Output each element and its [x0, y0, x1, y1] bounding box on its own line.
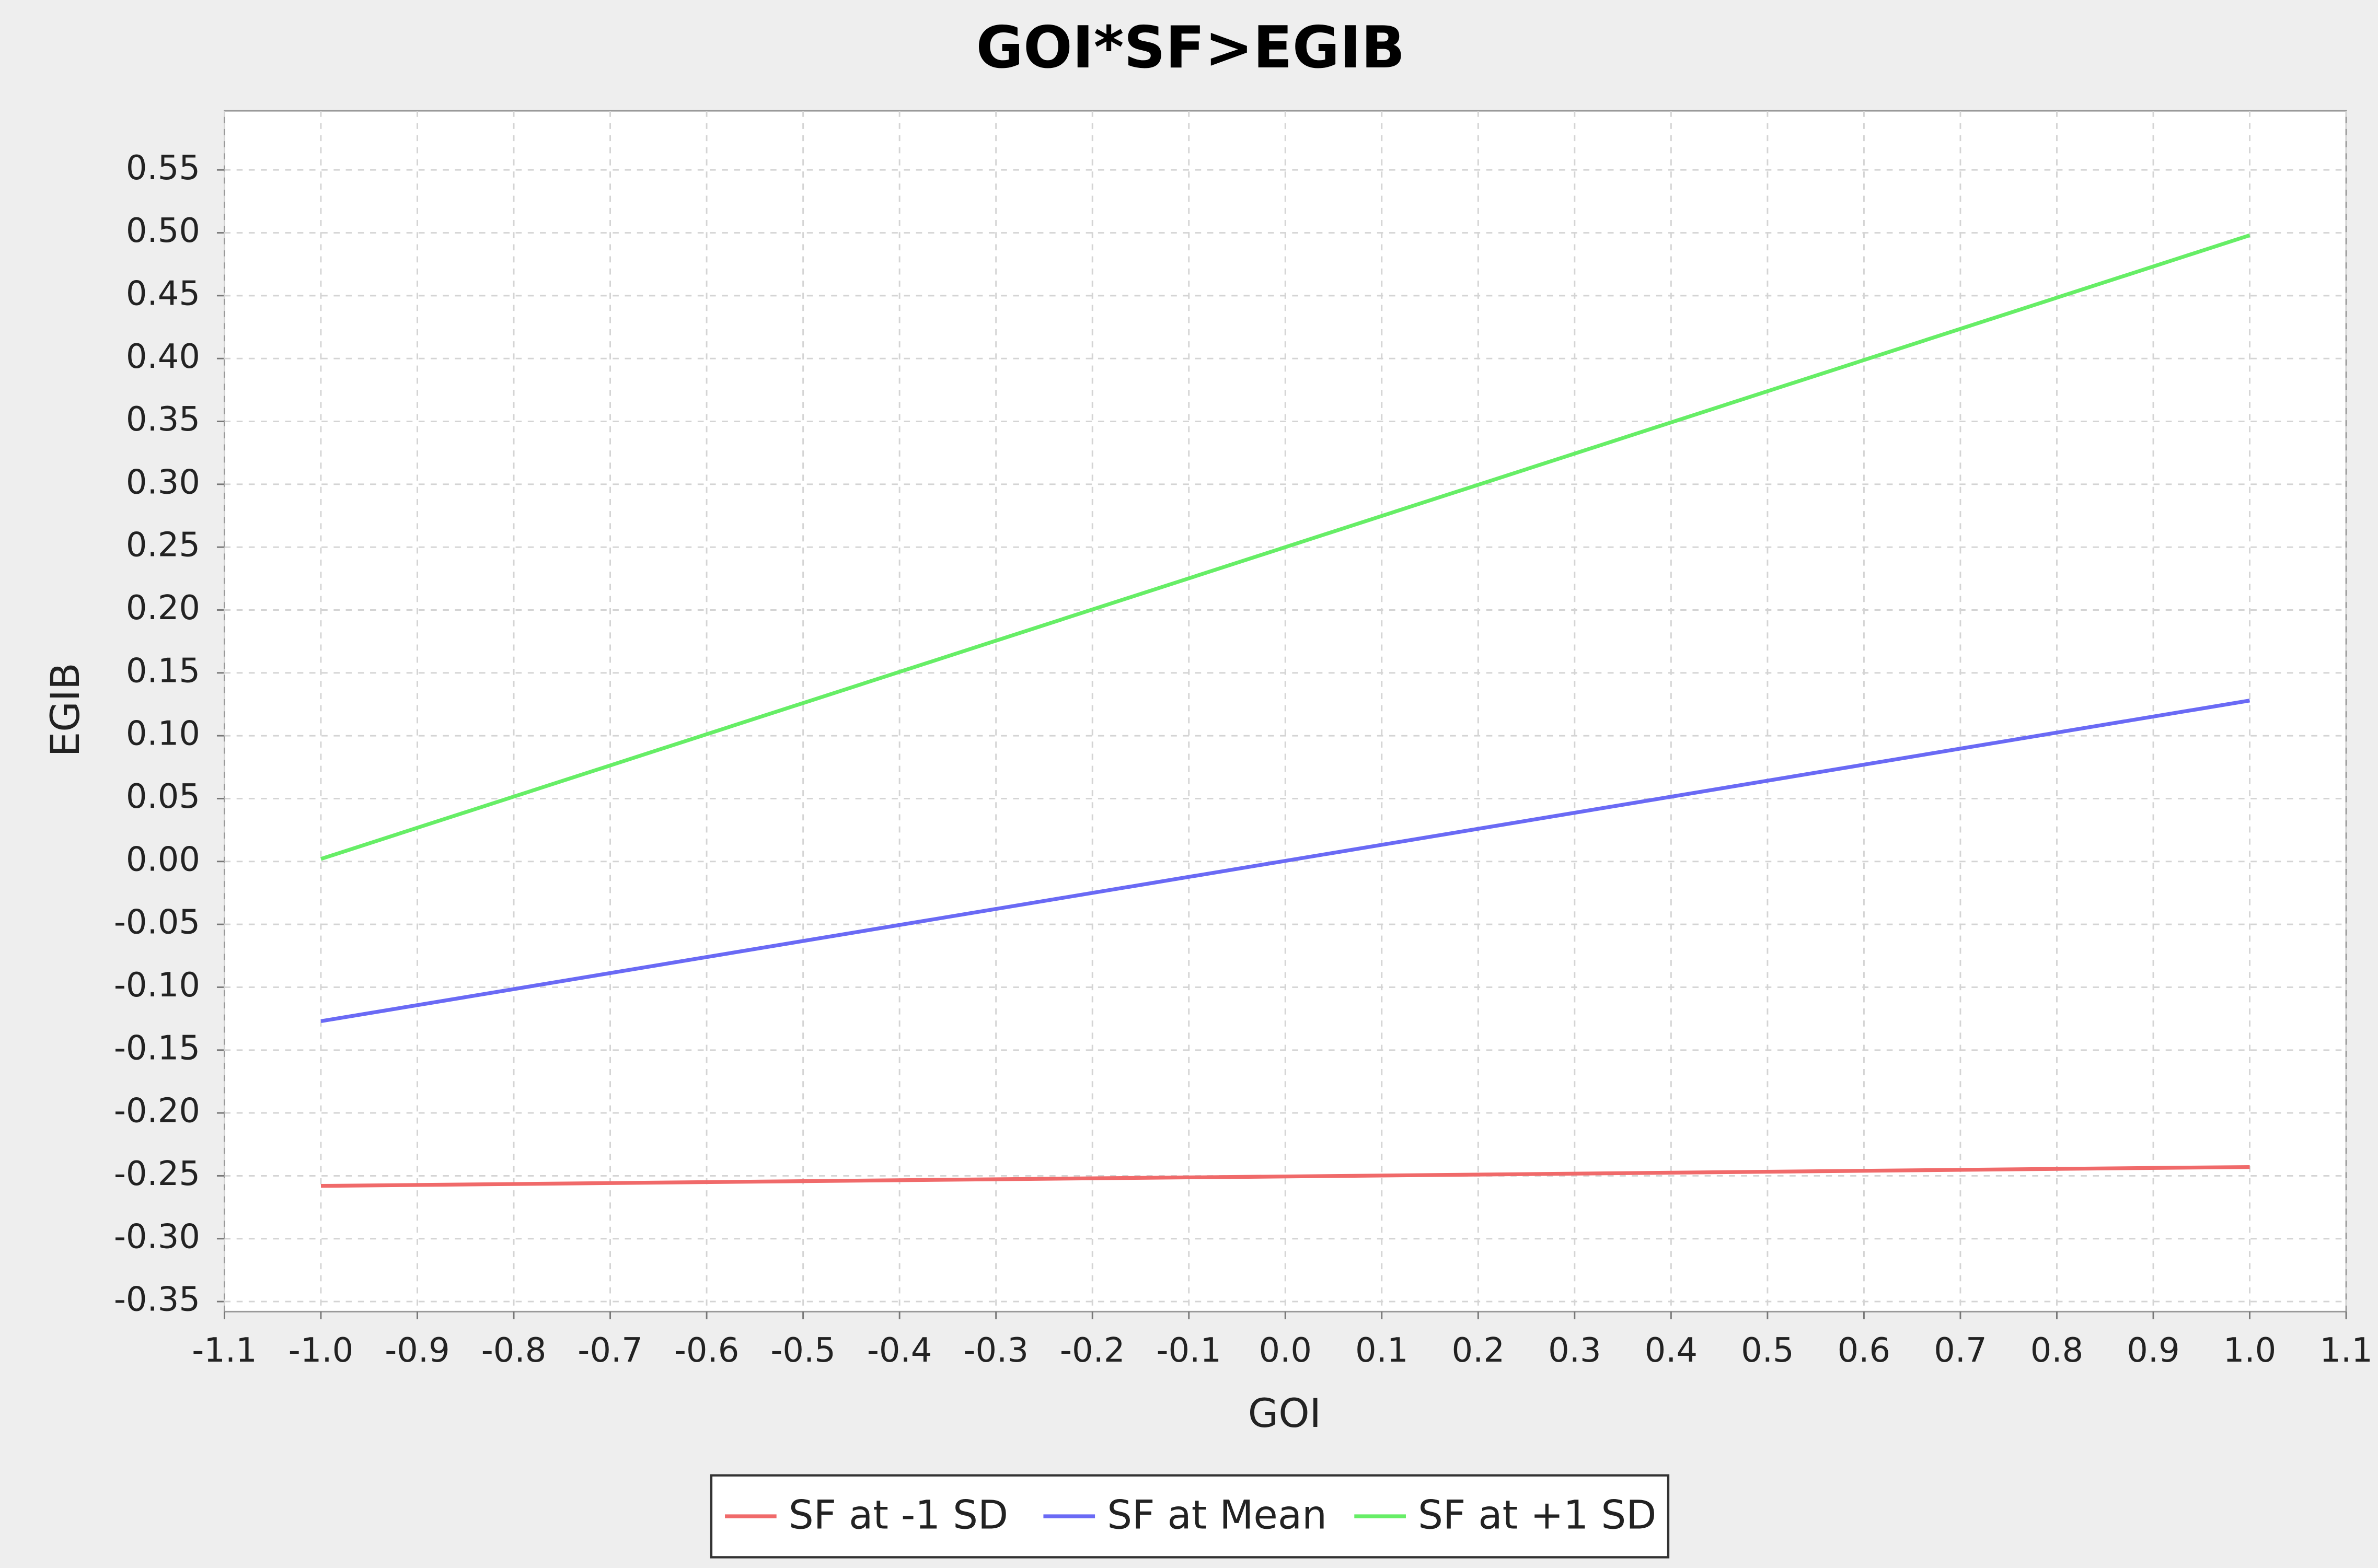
- x-axis-label: GOI: [1248, 1390, 1321, 1436]
- series-line: [320, 699, 2250, 1023]
- y-tick-label: -0.25: [114, 1155, 200, 1193]
- y-tick-label: -0.30: [114, 1217, 200, 1256]
- x-tick-label: -0.7: [578, 1331, 643, 1370]
- x-tick-label: -0.8: [481, 1331, 547, 1370]
- y-tick-label: -0.35: [114, 1281, 200, 1319]
- x-tick-label: -0.1: [1156, 1331, 1221, 1370]
- x-tick-label: -1.0: [288, 1331, 354, 1370]
- x-tick-label: 1.1: [2319, 1331, 2373, 1370]
- x-tick-label: 0.7: [1934, 1331, 1987, 1370]
- x-tick-label: 0.2: [1452, 1331, 1505, 1370]
- y-tick-label: 0.30: [126, 463, 200, 502]
- y-tick-label: 0.15: [126, 652, 200, 690]
- x-tick-label: -1.1: [192, 1331, 257, 1370]
- y-axis-label: EGIB: [42, 663, 88, 757]
- y-tick-label: -0.20: [114, 1092, 200, 1131]
- x-tick-label: 0.6: [1838, 1331, 1891, 1370]
- y-tick-label: 0.25: [126, 526, 200, 565]
- x-tick-label: -0.5: [770, 1331, 836, 1370]
- x-tick-label: -0.6: [674, 1331, 740, 1370]
- x-tick-label: 0.4: [1645, 1331, 1698, 1370]
- y-tick-label: 0.55: [126, 149, 200, 188]
- y-tick-label: 0.45: [126, 274, 200, 313]
- y-tick-label: 0.35: [126, 400, 200, 439]
- x-tick-label: 0.0: [1259, 1331, 1312, 1370]
- x-tick-label: 0.9: [2127, 1331, 2180, 1370]
- x-tick-label: 1.0: [2223, 1331, 2277, 1370]
- y-tick-label: 0.20: [126, 589, 200, 628]
- legend-label: SF at +1 SD: [1418, 1492, 1656, 1538]
- y-tick-label: 0.10: [126, 715, 200, 753]
- y-tick-label: 0.05: [126, 777, 200, 816]
- chart-title: GOI*SF>EGIB: [976, 15, 1405, 82]
- y-tick-label: -0.05: [114, 903, 200, 942]
- legend-label: SF at -1 SD: [789, 1492, 1008, 1538]
- legend-label: SF at Mean: [1107, 1492, 1327, 1538]
- y-tick-label: 0.50: [126, 212, 200, 250]
- x-tick-label: -0.3: [963, 1331, 1029, 1370]
- y-tick-label: 0.40: [126, 338, 200, 376]
- x-tick-label: 0.3: [1548, 1331, 1601, 1370]
- legend: [710, 1474, 1670, 1559]
- x-tick-label: 0.8: [2030, 1331, 2084, 1370]
- x-tick-label: 0.1: [1355, 1331, 1409, 1370]
- series-line: [320, 1165, 2250, 1188]
- x-tick-label: -0.4: [867, 1331, 932, 1370]
- y-tick-label: -0.10: [114, 966, 200, 1005]
- y-tick-label: 0.00: [126, 840, 200, 879]
- x-tick-label: 0.5: [1741, 1331, 1794, 1370]
- series-line: [320, 233, 2250, 861]
- x-tick-label: -0.9: [385, 1331, 450, 1370]
- y-tick-label: -0.15: [114, 1029, 200, 1067]
- x-tick-label: -0.2: [1060, 1331, 1125, 1370]
